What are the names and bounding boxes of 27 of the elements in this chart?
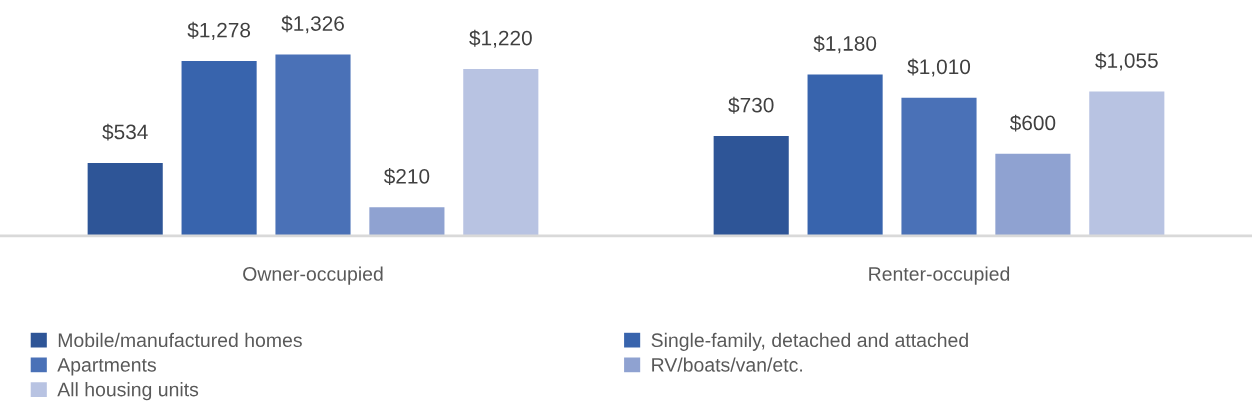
data-label: $1,180 [813, 35, 877, 54]
data-label: $730 [728, 96, 774, 114]
bar [275, 54, 351, 236]
bar [463, 68, 539, 236]
bar [901, 97, 977, 236]
legend-label: Single-family, detached and attached [651, 332, 968, 351]
data-label: $1,220 [469, 29, 532, 48]
data-label: $210 [383, 168, 430, 185]
bar [995, 153, 1071, 236]
data-label: $1,010 [907, 58, 971, 77]
legend-label: Apartments [57, 358, 156, 376]
data-label: $534 [102, 123, 148, 141]
x-tick-label: Renter-occupied [869, 266, 1010, 285]
bar [807, 74, 883, 236]
data-label: $1,055 [1095, 52, 1158, 71]
bar [87, 162, 163, 236]
legend-label: RV/boats/van/etc. [652, 357, 802, 372]
data-label: $1,326 [281, 15, 344, 34]
bar [181, 61, 257, 236]
data-label: $1,278 [187, 21, 251, 40]
legend-label: Mobile/manufactured homes [58, 332, 302, 348]
legend-label: All housing units [57, 382, 199, 401]
data-label: $600 [1009, 114, 1056, 132]
bar [369, 207, 445, 236]
bar [713, 136, 789, 236]
x-tick-label: Owner-occupied [243, 266, 383, 285]
bar [1089, 91, 1165, 236]
